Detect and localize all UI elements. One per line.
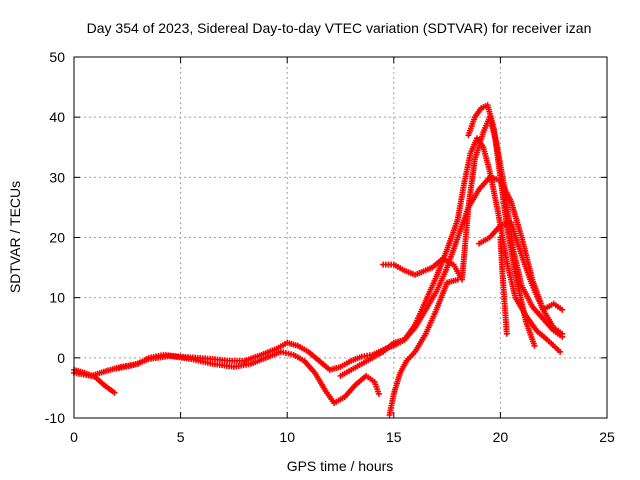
y-tick-label: 30 [49, 169, 65, 185]
x-tick-label: 5 [177, 429, 185, 445]
y-tick-label: 0 [57, 350, 65, 366]
y-tick-label: -10 [45, 410, 65, 426]
y-tick-label: 20 [49, 230, 65, 246]
x-tick-label: 15 [386, 429, 402, 445]
x-axis-label: GPS time / hours [287, 458, 394, 474]
series-track-8 [476, 219, 566, 313]
x-tick-label: 10 [279, 429, 295, 445]
series-track-5 [380, 114, 566, 340]
series-track-9 [497, 234, 510, 337]
data-point [531, 342, 538, 349]
data-point [503, 330, 510, 337]
data-point [557, 348, 564, 355]
y-tick-label: 10 [49, 290, 65, 306]
chart-title: Day 354 of 2023, Sidereal Day-to-day VTE… [87, 20, 592, 36]
data-point [559, 306, 566, 313]
y-tick-label: 50 [49, 49, 65, 65]
y-tick-label: 40 [49, 109, 65, 125]
series-track-3 [113, 348, 382, 406]
axis-ticks: 0 5 10 15 20 25 -10 0 10 20 30 40 50 [45, 49, 615, 445]
data-point [111, 389, 118, 396]
grid-lines [74, 57, 607, 418]
x-tick-label: 0 [70, 429, 78, 445]
data-point [375, 390, 382, 397]
data-point [559, 333, 566, 340]
series-track-6 [337, 135, 564, 379]
y-axis-label: SDTVAR / TECUs [7, 181, 23, 293]
x-tick-label: 25 [599, 429, 615, 445]
data-points [71, 102, 566, 418]
series-track-4 [386, 276, 461, 418]
x-tick-label: 20 [493, 429, 509, 445]
